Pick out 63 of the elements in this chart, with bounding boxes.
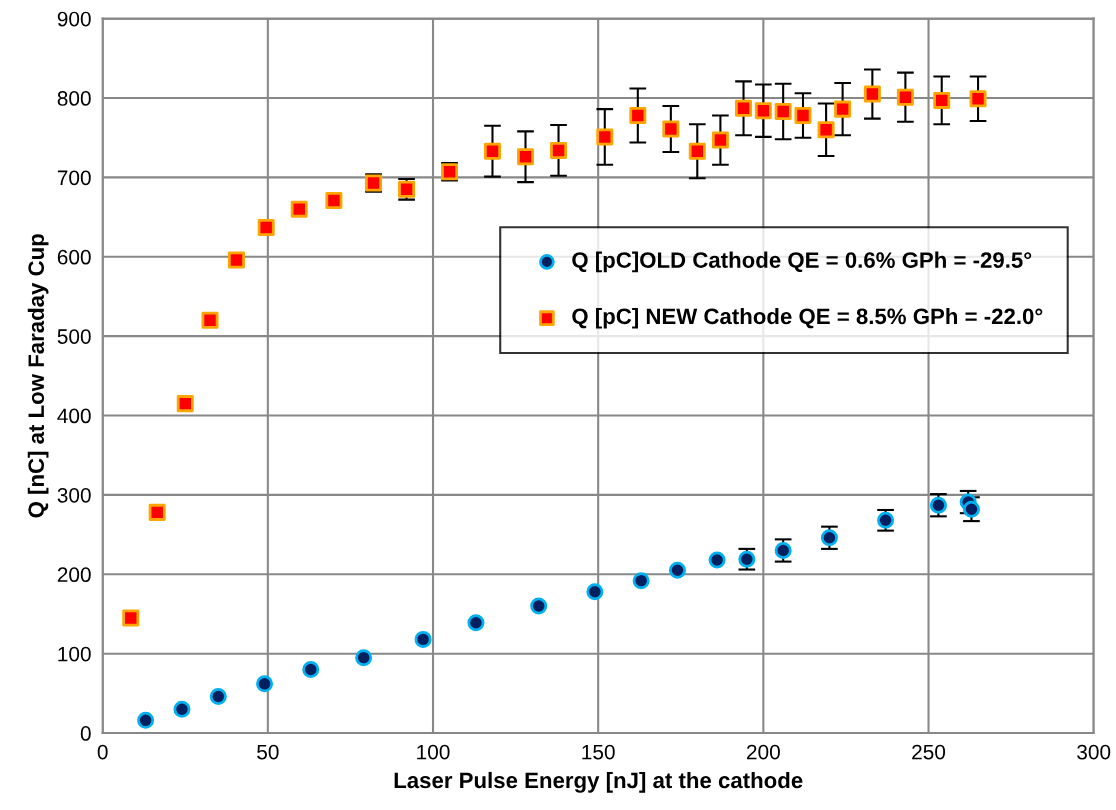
point xyxy=(302,661,320,679)
point xyxy=(662,120,680,138)
point xyxy=(586,583,604,601)
y-tick-label: 800 xyxy=(57,91,91,106)
x-tick-label: 300 xyxy=(1077,744,1111,760)
point xyxy=(754,102,772,120)
y-tick-label: 600 xyxy=(57,249,91,265)
point xyxy=(414,630,432,648)
point xyxy=(173,700,191,718)
point xyxy=(596,128,614,146)
y-tick-label: 400 xyxy=(57,408,91,424)
point xyxy=(550,141,568,159)
point xyxy=(355,649,373,667)
point xyxy=(256,675,274,693)
point xyxy=(325,191,343,209)
x-tick-label: 150 xyxy=(582,744,615,760)
point xyxy=(148,503,166,521)
point xyxy=(632,572,650,590)
point xyxy=(467,614,485,632)
point xyxy=(290,200,308,218)
x-tick-label: 0 xyxy=(97,744,108,760)
x-tick-label: 200 xyxy=(747,744,780,760)
point xyxy=(201,311,219,329)
point xyxy=(933,91,951,109)
point xyxy=(668,561,686,579)
x-tick-label: 50 xyxy=(257,744,279,760)
point xyxy=(929,496,947,514)
x-axis-title: Laser Pulse Energy [nJ] at the cathode xyxy=(394,771,803,793)
y-tick-label: 500 xyxy=(57,329,91,344)
legend-label: Q [pC] NEW Cathode QE = 8.5% GPh = -22.0° xyxy=(572,307,1043,329)
y-tick-label: 0 xyxy=(80,726,91,741)
point xyxy=(820,529,838,547)
point xyxy=(962,500,980,518)
point xyxy=(137,711,155,729)
point xyxy=(969,90,987,108)
y-tick-label: 700 xyxy=(57,170,91,186)
x-tick-label: 250 xyxy=(912,744,946,760)
point xyxy=(711,131,729,149)
point xyxy=(517,148,535,166)
point xyxy=(227,251,245,269)
point xyxy=(794,106,812,124)
x-tick-label: 100 xyxy=(417,744,450,760)
point xyxy=(896,88,914,106)
y-tick-label: 100 xyxy=(58,646,91,662)
point xyxy=(834,100,852,118)
point xyxy=(817,121,835,139)
point xyxy=(863,85,881,103)
point xyxy=(708,551,726,569)
point xyxy=(122,609,140,627)
y-axis-title: Q [nC] at Low Faraday Cup xyxy=(27,234,49,518)
legend-label: Q [pC]OLD Cathode QE = 0.6% GPh = -29.5° xyxy=(572,251,1032,273)
point xyxy=(688,142,706,160)
point xyxy=(176,395,194,413)
point xyxy=(209,688,227,706)
y-tick-label: 200 xyxy=(57,567,91,583)
point xyxy=(530,597,548,615)
point xyxy=(257,218,275,236)
y-tick-label: 300 xyxy=(57,487,91,503)
point xyxy=(735,99,753,117)
point xyxy=(483,142,501,160)
y-tick-label: 900 xyxy=(57,11,91,27)
point xyxy=(774,103,792,121)
point xyxy=(629,106,647,124)
